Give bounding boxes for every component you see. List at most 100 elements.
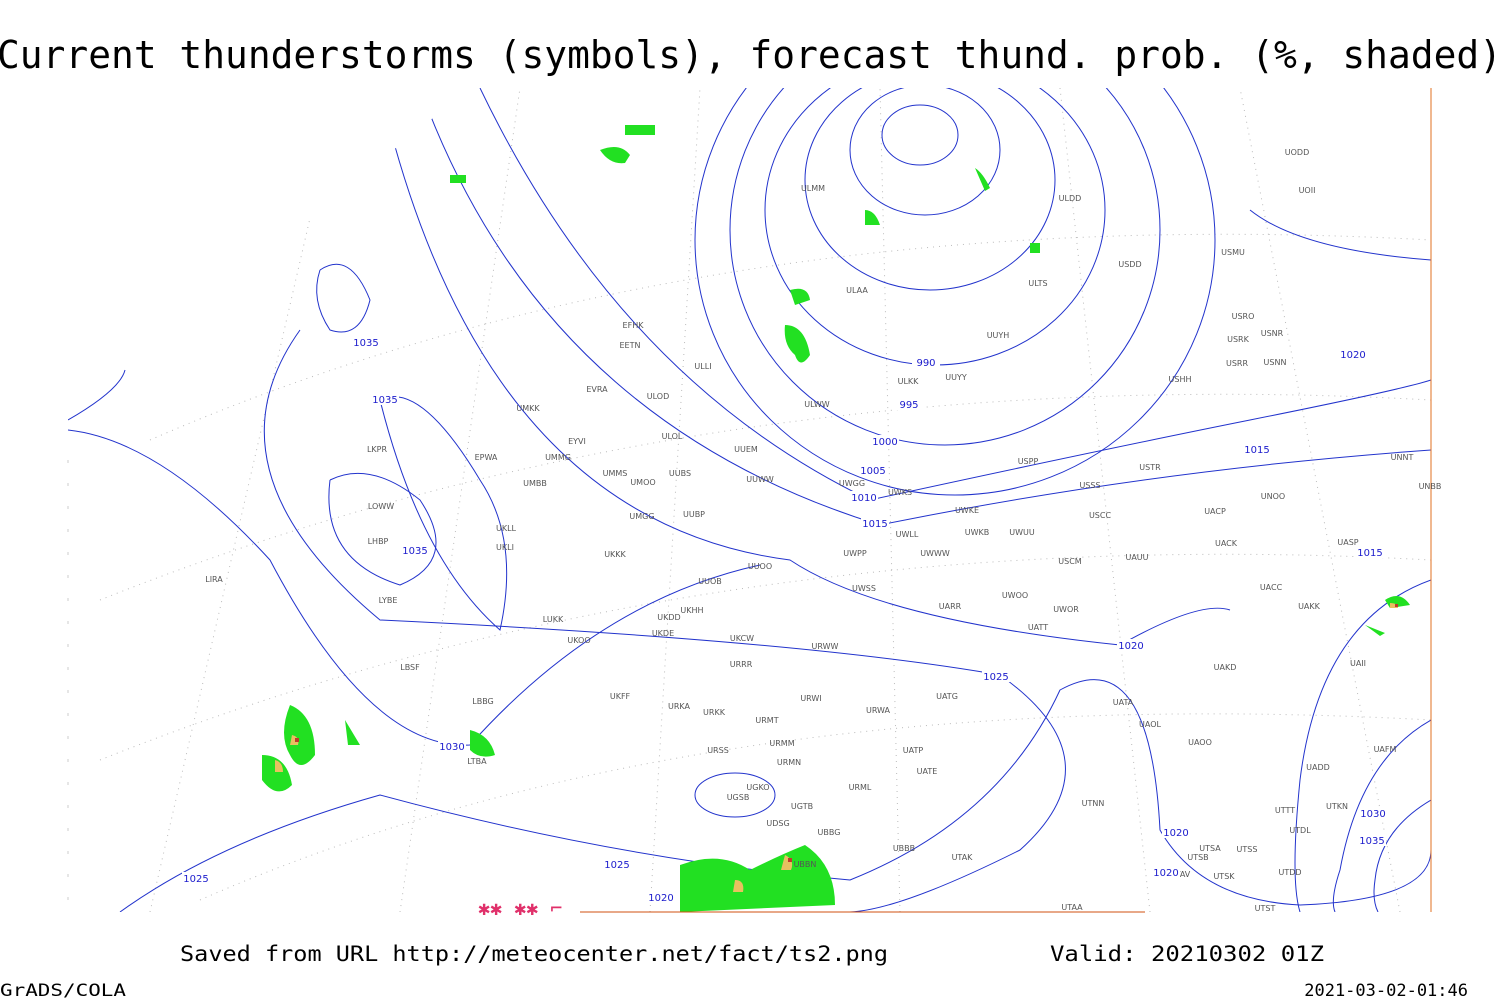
isobar-label: 1000 (872, 437, 897, 448)
station-label: UMMS (603, 469, 628, 478)
isobar-label: 1030 (439, 742, 464, 753)
isobar-label: 1020 (1153, 868, 1178, 879)
station-label: ULOD (647, 392, 669, 401)
isobars (68, 88, 1431, 912)
station-label: UMOO (630, 478, 655, 487)
station-label: LKPR (367, 445, 388, 454)
isobar-label: 1020 (1340, 350, 1365, 361)
station-label: URMM (769, 739, 794, 748)
station-label: ULDD (1059, 194, 1082, 203)
station-label: USRO (1232, 312, 1255, 321)
station-label: USHH (1169, 375, 1192, 384)
station-label: UKLI (496, 543, 514, 552)
station-label: URKK (703, 708, 726, 717)
station-label: UWLL (896, 530, 919, 539)
station-label: UKLL (496, 524, 517, 533)
isobar-label: 1015 (1357, 548, 1382, 559)
station-label: UTAV (1170, 870, 1191, 879)
station-label: UAUU (1125, 553, 1148, 562)
station-label: LYBE (379, 596, 398, 605)
isobar-label-bg (912, 356, 940, 368)
isobar-label-bg (1152, 866, 1180, 878)
isobar-labels: 1035 1035 1035 990 995 1000 1005 1010 1015 1015 10… (182, 336, 1387, 904)
isobar-label: 1015 (1244, 445, 1269, 456)
saved-url: Saved from URL http://meteocenter.net/fa… (180, 942, 888, 966)
station-label: UWKB (965, 528, 990, 537)
isobar-label-bg (1162, 826, 1190, 838)
station-label: UWSS (852, 584, 876, 593)
station-label: UTDL (1289, 826, 1311, 835)
isobar-label: 1035 (372, 395, 397, 406)
valid-time: Valid: 20210302 01Z (1050, 942, 1324, 966)
station-label: URSS (707, 746, 729, 755)
station-label: LTBA (467, 757, 487, 766)
station-label: UUOB (698, 577, 722, 586)
station-label: UATP (903, 746, 924, 755)
station-label: EFHK (623, 321, 645, 330)
station-label: URMN (777, 758, 801, 767)
station-label: UDSG (766, 819, 789, 828)
station-label: UTAA (1061, 903, 1083, 912)
isobar-label: 1020 (648, 893, 673, 904)
isobar-label-bg (895, 398, 923, 410)
station-label: UWKS (888, 488, 912, 497)
isobar-label: 1025 (983, 672, 1008, 683)
station-label: LBSF (400, 663, 420, 672)
station-label: UGSB (727, 793, 750, 802)
station-label: UARR (939, 602, 962, 611)
station-label: UTSS (1237, 845, 1258, 854)
station-label: UODD (1285, 148, 1309, 157)
station-label: UOII (1299, 186, 1316, 195)
isobar-label-bg (1117, 639, 1145, 651)
station-label: UMMG (545, 453, 571, 462)
title: Current thunderstorms (symbols), forecas… (0, 33, 1500, 77)
isobar-label-bg (850, 491, 878, 503)
station-label: UATA (1113, 698, 1134, 707)
station-label: UTKN (1326, 802, 1348, 811)
isobar-label-bg (603, 858, 631, 870)
station-label: UATG (936, 692, 958, 701)
isobar-label: 1035 (1359, 836, 1384, 847)
station-label: URWI (800, 694, 821, 703)
station-label: UTTT (1275, 806, 1295, 815)
station-label: UBBB (893, 844, 915, 853)
station-label: UTAK (952, 853, 974, 862)
station-label: UWPP (843, 549, 867, 558)
isobar-label: 1020 (1163, 828, 1188, 839)
isobar-label-bg (871, 435, 899, 447)
station-label: UUWW (746, 475, 774, 484)
station-label: UADD (1306, 763, 1330, 772)
isobar-label-bg (1339, 348, 1367, 360)
isobar-label: 1005 (860, 466, 885, 477)
station-label: UBBG (818, 828, 841, 837)
station-label: UKFF (610, 692, 631, 701)
station-label: UTSA (1199, 844, 1221, 853)
map-area (68, 88, 1431, 912)
station-label: USMU (1221, 248, 1245, 257)
isobar-label: 1030 (1360, 809, 1385, 820)
map: ✱✱ ✱✱ ⌐ UODD UOII ULDD ULMM USMU USDD ULTS ULAA… (67, 88, 1441, 920)
station-label: LUKK (543, 615, 564, 624)
station-label: LBBG (472, 697, 494, 706)
station-label: UKDD (657, 613, 680, 622)
station-label: UBBN (794, 860, 817, 869)
station-label: ULTS (1028, 279, 1047, 288)
station-label: UKCW (730, 634, 754, 643)
station-label: LHBP (368, 537, 389, 546)
station-label: UGKO (746, 783, 769, 792)
isobar-label-bg (352, 336, 380, 348)
isobar-label: 1035 (353, 338, 378, 349)
station-label: UUYY (945, 373, 967, 382)
station-label: UMGG (629, 512, 654, 521)
graticule (99, 88, 1431, 912)
station-label: URML (849, 783, 872, 792)
station-label: UUBP (683, 510, 705, 519)
isobar-label: 995 (899, 400, 918, 411)
isobar-label-bg (1243, 443, 1271, 455)
station-label: URRR (730, 660, 753, 669)
station-label: UTST (1255, 904, 1276, 913)
station-label: UKKK (604, 550, 626, 559)
station-label: UUOO (748, 562, 772, 571)
isobar-label: 1025 (604, 860, 629, 871)
station-label: UAFM (1374, 745, 1397, 754)
